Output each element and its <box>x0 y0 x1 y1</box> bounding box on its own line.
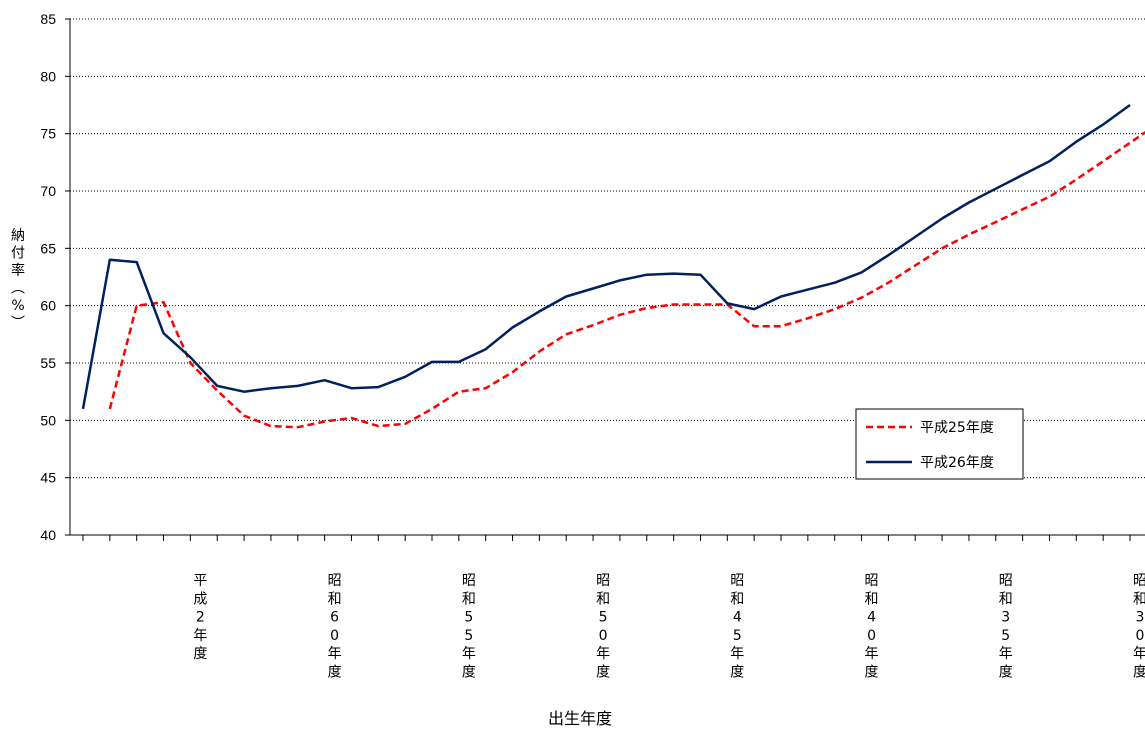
legend-box <box>855 408 1024 480</box>
x-axis-title: 出生年度 <box>548 709 612 728</box>
y-tick-label: 85 <box>40 11 56 27</box>
y-tick-label: 65 <box>40 240 56 256</box>
x-tick-label: 昭和 4 5 年度 <box>730 573 744 681</box>
y-tick-label: 75 <box>40 126 56 142</box>
y-tick-label: 60 <box>40 298 56 314</box>
y-tick-labels: 40 45 50 55 60 65 70 75 80 85 <box>40 11 56 543</box>
y-tick-label: 50 <box>40 412 56 428</box>
legend-label-heisei26: 平成26年度 <box>920 455 994 471</box>
y-tick-label: 70 <box>40 183 56 199</box>
legend: 平成25年度 平成26年度 <box>855 408 1024 480</box>
y-tick-label: 55 <box>40 355 56 371</box>
y-tick-label: 40 <box>40 527 56 543</box>
x-tick-label: 昭和 3 5 年度 <box>999 573 1013 681</box>
gridlines <box>70 18 1145 479</box>
x-tick-label: 昭和 5 5 年度 <box>462 573 476 681</box>
y-axis-title-text: 納付率︵% ︶ <box>11 228 25 332</box>
series-line-heisei25 <box>108 131 1145 429</box>
x-tick-label: 昭和 3 0 年度 <box>1133 573 1145 681</box>
x-tick-label: 昭和 5 0 年度 <box>596 573 610 681</box>
y-axis-title: 納付率︵% ︶ <box>11 228 25 332</box>
axes <box>65 18 1145 541</box>
x-tick-label: 昭和 4 0 年度 <box>865 573 879 681</box>
x-tick-labels: 平成 2 年度 昭和 6 0 年度 昭和 5 5 年度 昭和 5 0 年度 昭和 4 5 年度 昭和 4 0 年度 昭和 3 5 年… <box>193 573 1145 681</box>
x-tick-label: 平成 2 年度 <box>193 573 207 662</box>
series-lines <box>81 103 1145 429</box>
legend-label-heisei25: 平成25年度 <box>920 420 994 436</box>
series-line-heisei26 <box>81 103 1131 410</box>
y-tick-label: 80 <box>40 68 56 84</box>
x-tick-label: 昭和 6 0 年度 <box>328 573 342 681</box>
y-tick-label: 45 <box>40 470 56 486</box>
